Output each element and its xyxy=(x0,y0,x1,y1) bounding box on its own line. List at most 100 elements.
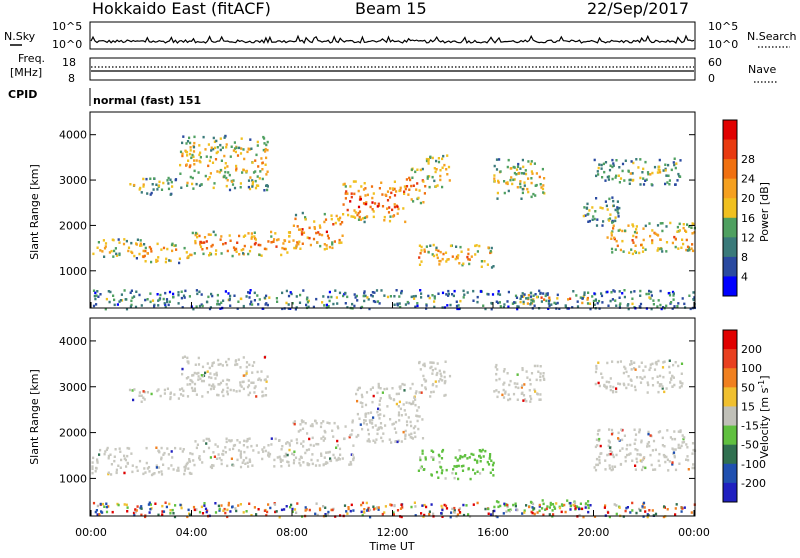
velocity-cell xyxy=(443,394,446,397)
velocity-cell xyxy=(625,386,628,390)
power-cell xyxy=(395,289,398,292)
velocity-cell xyxy=(319,425,323,429)
power-cell xyxy=(205,240,208,243)
velocity-cell xyxy=(594,445,597,449)
velocity-cell xyxy=(625,370,628,374)
velocity-cell xyxy=(155,446,158,449)
power-cell xyxy=(602,162,605,166)
power-cell xyxy=(232,246,236,249)
power-cell xyxy=(342,203,345,206)
velocity-cell xyxy=(391,387,394,390)
power-cell xyxy=(158,298,161,301)
velocity-cell xyxy=(457,464,460,468)
power-cell xyxy=(261,161,264,164)
power-cell xyxy=(282,242,285,245)
velocity-cell xyxy=(408,401,411,405)
power-cell xyxy=(547,302,550,305)
power-cell xyxy=(419,201,422,205)
power-cell xyxy=(609,213,612,216)
velocity-cell xyxy=(529,500,533,504)
velocity-cell xyxy=(424,386,427,389)
velocity-cell xyxy=(221,452,224,456)
power-cell xyxy=(461,263,464,267)
power-cell xyxy=(251,179,254,182)
power-cell xyxy=(468,258,471,261)
velocity-cell xyxy=(299,423,302,426)
velocity-cell xyxy=(476,461,479,464)
power-cell xyxy=(419,252,422,255)
velocity-cell xyxy=(566,499,569,502)
power-cell xyxy=(262,148,265,152)
velocity-cell xyxy=(209,387,213,391)
power-cell xyxy=(441,166,444,169)
power-cell xyxy=(105,297,108,301)
velocity-cell xyxy=(436,362,439,365)
power-cell xyxy=(543,298,546,301)
velocity-cell xyxy=(248,437,251,440)
power-cell xyxy=(581,297,584,300)
velocity-cell xyxy=(642,465,645,469)
power-cell xyxy=(118,241,121,244)
velocity-cell xyxy=(239,456,243,459)
velocity-cell xyxy=(467,513,470,516)
velocity-cell xyxy=(131,470,134,474)
power-cell xyxy=(186,256,189,260)
velocity-cell xyxy=(386,405,389,408)
power-cell xyxy=(287,307,290,310)
velocity-cell xyxy=(400,503,403,506)
velocity-cell xyxy=(299,464,302,467)
velocity-cell xyxy=(100,510,103,513)
velocity-colorbar-tick: 100 xyxy=(741,362,762,375)
power-cell xyxy=(167,187,171,191)
power-cell xyxy=(530,160,533,163)
power-cell xyxy=(186,140,190,143)
power-cell xyxy=(363,299,366,303)
power-cell xyxy=(389,215,392,218)
velocity-cell xyxy=(604,385,607,388)
velocity-cell xyxy=(335,446,338,449)
velocity-cell xyxy=(611,465,614,468)
velocity-cell xyxy=(377,386,380,389)
power-cell xyxy=(541,187,545,191)
velocity-cell xyxy=(537,370,540,373)
velocity-cell xyxy=(452,468,455,471)
velocity-cell xyxy=(197,371,200,375)
velocity-cell xyxy=(273,503,277,506)
power-cell xyxy=(431,175,434,179)
velocity-cell xyxy=(149,503,152,506)
velocity-ytick-label: 4000 xyxy=(59,335,87,348)
power-cell xyxy=(693,296,696,299)
velocity-cell xyxy=(264,387,267,390)
power-cell xyxy=(579,296,582,299)
velocity-cell xyxy=(107,471,110,474)
velocity-cell xyxy=(161,510,164,513)
velocity-cell xyxy=(376,391,379,395)
power-cell xyxy=(609,299,612,303)
power-cell xyxy=(215,139,218,143)
velocity-cell xyxy=(549,501,552,505)
power-cell xyxy=(240,137,243,140)
power-cell xyxy=(260,254,263,257)
velocity-cell xyxy=(181,367,184,371)
power-cell xyxy=(408,188,411,191)
power-cell xyxy=(210,149,213,152)
velocity-cell xyxy=(404,437,407,440)
velocity-cell xyxy=(677,430,680,433)
velocity-cell xyxy=(663,505,666,508)
velocity-cell xyxy=(257,378,260,381)
power-colorbar-swatch xyxy=(723,159,737,180)
power-cell xyxy=(649,234,652,238)
velocity-cell xyxy=(584,502,588,505)
power-cell xyxy=(476,295,479,299)
power-cell xyxy=(677,302,680,305)
power-cell xyxy=(196,292,199,296)
power-cell xyxy=(334,289,337,292)
velocity-cell xyxy=(538,509,541,513)
power-cell xyxy=(223,136,226,139)
power-cell xyxy=(224,290,227,293)
velocity-cell xyxy=(217,363,220,366)
power-cell xyxy=(127,249,130,253)
power-cell xyxy=(337,217,340,221)
velocity-cell xyxy=(650,463,653,467)
velocity-cell xyxy=(555,502,558,505)
